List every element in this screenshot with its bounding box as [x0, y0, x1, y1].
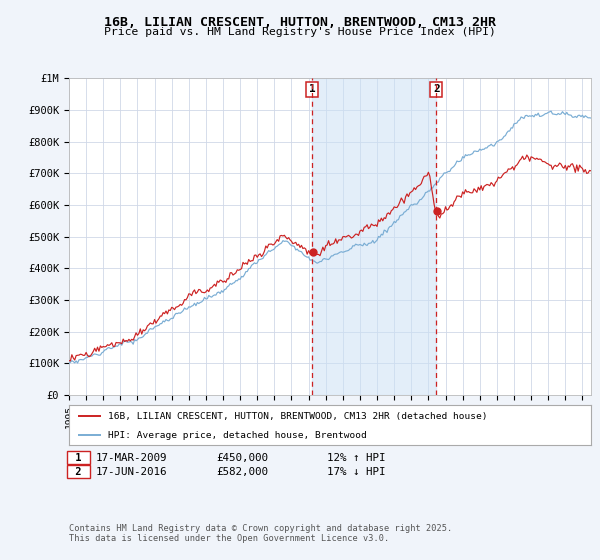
Text: HPI: Average price, detached house, Brentwood: HPI: Average price, detached house, Bren…: [108, 431, 367, 440]
Text: 17% ↓ HPI: 17% ↓ HPI: [327, 466, 386, 477]
Text: 1: 1: [69, 452, 88, 463]
Text: 1: 1: [309, 85, 316, 95]
Text: Price paid vs. HM Land Registry's House Price Index (HPI): Price paid vs. HM Land Registry's House …: [104, 27, 496, 38]
Text: Contains HM Land Registry data © Crown copyright and database right 2025.
This d: Contains HM Land Registry data © Crown c…: [69, 524, 452, 543]
Text: 16B, LILIAN CRESCENT, HUTTON, BRENTWOOD, CM13 2HR (detached house): 16B, LILIAN CRESCENT, HUTTON, BRENTWOOD,…: [108, 412, 488, 421]
Bar: [312, 78, 436, 395]
Text: 12% ↑ HPI: 12% ↑ HPI: [327, 452, 386, 463]
Text: 17-MAR-2009: 17-MAR-2009: [96, 452, 167, 463]
Text: 2: 2: [69, 466, 88, 477]
Text: £450,000: £450,000: [216, 452, 268, 463]
Text: 16B, LILIAN CRESCENT, HUTTON, BRENTWOOD, CM13 2HR: 16B, LILIAN CRESCENT, HUTTON, BRENTWOOD,…: [104, 16, 496, 29]
Text: 17-JUN-2016: 17-JUN-2016: [96, 466, 167, 477]
Text: £582,000: £582,000: [216, 466, 268, 477]
Text: 2: 2: [433, 85, 440, 95]
